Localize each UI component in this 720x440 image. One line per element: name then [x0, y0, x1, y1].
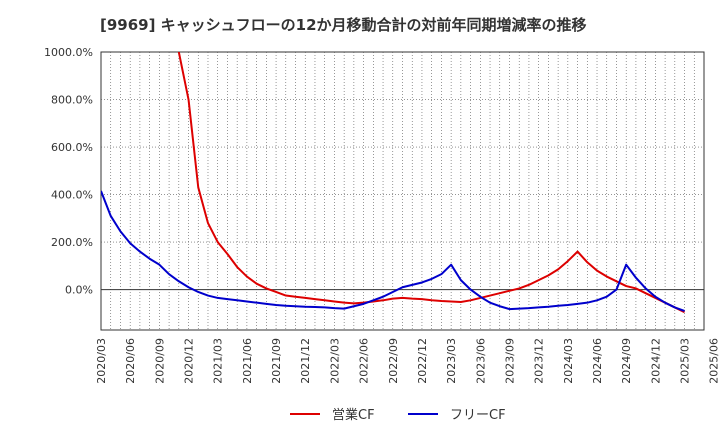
- y-axis-ticks: 0.0% 200.0% 400.0% 600.0% 800.0% 1000.0%: [44, 46, 93, 297]
- x-tick-label: 2025/03: [679, 338, 692, 384]
- x-tick-label: 2020/06: [124, 338, 137, 384]
- x-tick-label: 2024/06: [591, 338, 604, 384]
- x-tick-label: 2024/03: [562, 338, 575, 384]
- x-tick-label: 2021/09: [270, 338, 283, 384]
- x-tick-label: 2025/06: [708, 338, 720, 384]
- x-tick-label: 2023/03: [445, 338, 458, 384]
- x-tick-label: 2020/09: [153, 338, 166, 384]
- x-axis-ticks: 2020/03 2020/06 2020/09 2020/12 2021/03 2021/…: [95, 338, 720, 384]
- legend: 営業CF フリーCF: [290, 407, 506, 423]
- series-line-0: [177, 52, 685, 314]
- x-tick-label: 2022/09: [387, 338, 400, 384]
- x-tick-label: 2023/12: [533, 338, 546, 384]
- y-tick-label: 800.0%: [51, 94, 93, 107]
- x-tick-label: 2022/03: [328, 338, 341, 384]
- x-tick-label: 2022/12: [416, 338, 429, 384]
- x-tick-label: 2023/09: [503, 338, 516, 384]
- x-tick-label: 2024/12: [649, 338, 662, 384]
- legend-label-0: 営業CF: [332, 407, 375, 423]
- legend-label-1: フリーCF: [450, 408, 506, 423]
- x-tick-label: 2021/12: [299, 338, 312, 384]
- y-tick-label: 0.0%: [65, 284, 93, 297]
- chart-title: [9969] キャッシュフローの12か月移動合計の対前年同期増減率の推移: [100, 16, 587, 34]
- x-tick-label: 2021/03: [212, 338, 225, 384]
- y-tick-label: 200.0%: [51, 236, 93, 249]
- y-tick-label: 600.0%: [51, 141, 93, 154]
- series-line-1: [101, 190, 685, 312]
- x-tick-label: 2024/09: [620, 338, 633, 384]
- x-tick-label: 2020/03: [95, 338, 108, 384]
- x-tick-label: 2020/12: [183, 338, 196, 384]
- series-lines: [101, 52, 685, 314]
- grid-lines: [101, 52, 704, 330]
- x-tick-label: 2022/06: [358, 338, 371, 384]
- y-tick-label: 1000.0%: [44, 46, 93, 59]
- x-tick-label: 2023/06: [474, 338, 487, 384]
- y-tick-label: 400.0%: [51, 189, 93, 202]
- x-tick-label: 2021/06: [241, 338, 254, 384]
